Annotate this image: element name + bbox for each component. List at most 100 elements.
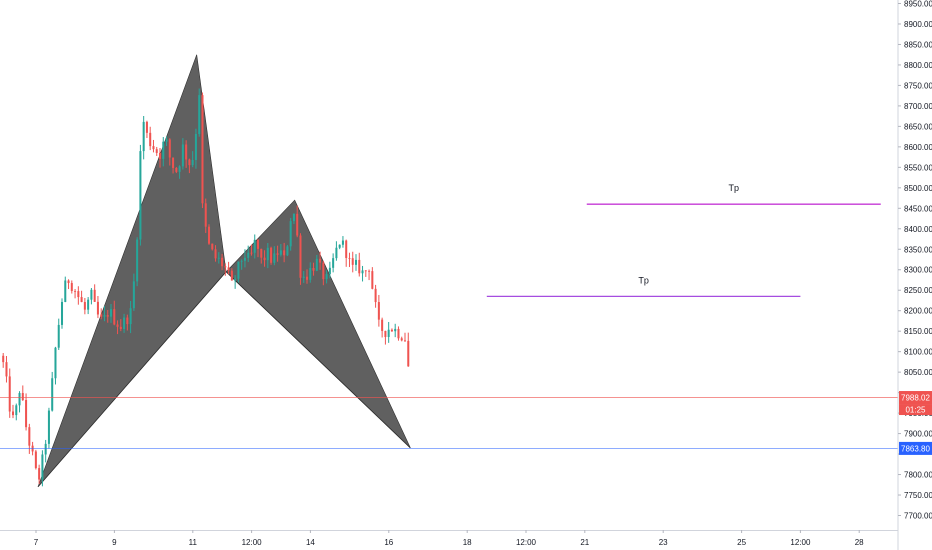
candle-body: [57, 324, 60, 348]
candle-body: [18, 393, 21, 406]
x-tick-label: 11: [189, 538, 198, 547]
candle-body: [260, 248, 263, 258]
candle-body: [221, 257, 224, 267]
y-tick-label: 8250.00: [904, 286, 932, 295]
candle-body: [332, 258, 335, 268]
y-tick-label: 8600.00: [904, 143, 932, 152]
candle-body: [41, 454, 44, 480]
candle-body: [207, 226, 211, 244]
candle-body: [240, 260, 243, 262]
candle-body: [394, 328, 397, 332]
candle-body: [162, 141, 165, 159]
candle-body: [67, 280, 70, 284]
y-tick-label: 8750.00: [904, 81, 932, 90]
y-tick-label: 8500.00: [904, 184, 932, 193]
y-tick-label: 8550.00: [904, 163, 932, 172]
candle-body: [191, 159, 194, 166]
candle-body: [21, 393, 24, 401]
candle-body: [289, 221, 292, 247]
candle-body: [60, 301, 64, 325]
candle-body: [322, 262, 325, 280]
candle-body: [28, 427, 31, 446]
candle-body: [214, 249, 217, 259]
pattern-leg-bd: [225, 271, 411, 449]
candle-body: [273, 253, 276, 263]
candle-body: [296, 213, 299, 236]
y-tick-label: 8400.00: [904, 225, 932, 234]
candle-body: [139, 151, 142, 240]
candle-body: [119, 326, 122, 330]
candle-body: [377, 302, 380, 320]
candle-body: [2, 355, 5, 363]
y-tick-label: 7750.00: [904, 491, 932, 500]
candle-body: [276, 253, 279, 255]
candle-body: [158, 152, 162, 159]
candle-body: [11, 411, 15, 416]
tp-label: Tp: [729, 183, 740, 193]
x-tick-label: 12:00: [790, 538, 811, 547]
candle-body: [361, 270, 364, 274]
candle-body: [341, 240, 344, 245]
countdown-value: 01:25: [905, 406, 926, 415]
candle-body: [224, 266, 227, 268]
candle-body: [243, 257, 246, 261]
candle-body: [185, 144, 188, 160]
candle-body: [309, 267, 312, 280]
candle-body: [270, 247, 273, 263]
candle-body: [338, 244, 341, 248]
support-price-badge: [899, 441, 932, 455]
x-tick-label: 23: [659, 538, 668, 547]
candle-body: [403, 340, 407, 342]
candle-body: [136, 239, 139, 282]
candle-body: [279, 250, 282, 255]
candle-body: [256, 239, 260, 249]
candle-body: [168, 139, 171, 158]
candle-body: [142, 121, 145, 152]
y-tick-label: 8350.00: [904, 245, 932, 254]
candle-body: [145, 121, 148, 133]
candle-body: [390, 329, 393, 332]
candle-body: [198, 95, 201, 134]
candle-body: [263, 257, 266, 261]
candle-body: [237, 261, 240, 279]
candle-body: [234, 278, 237, 281]
candle-body: [387, 329, 390, 337]
candle-body: [129, 308, 132, 325]
candle-body: [90, 289, 93, 300]
candle-body: [211, 243, 214, 250]
candle-body: [283, 250, 286, 256]
candle-body: [165, 139, 168, 142]
candle-body: [407, 340, 410, 367]
candle-body: [74, 291, 77, 292]
candle-body: [319, 258, 322, 263]
candle-body: [116, 324, 119, 327]
candle-body: [201, 95, 204, 204]
candle-body: [64, 280, 67, 302]
candle-body: [47, 410, 50, 444]
candle-body: [374, 288, 377, 303]
candle-body: [126, 317, 129, 325]
candle-body: [80, 297, 83, 303]
candle-body: [87, 299, 90, 310]
y-tick-label: 8800.00: [904, 61, 932, 70]
candle-body: [397, 328, 400, 339]
candle-body: [178, 166, 181, 172]
candle-body: [8, 376, 11, 412]
candle-body: [194, 133, 197, 160]
y-tick-label: 8650.00: [904, 122, 932, 131]
x-tick-label: 25: [737, 538, 746, 547]
x-tick-label: 12:00: [242, 538, 263, 547]
y-tick-label: 8450.00: [904, 204, 932, 213]
x-tick-label: 28: [855, 538, 864, 547]
candle-body: [152, 146, 155, 150]
x-tick-label: 18: [463, 538, 472, 547]
candle-body: [266, 247, 269, 261]
y-tick-label: 7700.00: [904, 512, 932, 521]
y-tick-label: 8050.00: [904, 368, 932, 377]
candle-body: [348, 257, 351, 259]
candle-body: [217, 257, 220, 259]
candle-body: [381, 319, 384, 331]
candle-body: [299, 235, 302, 278]
candle-body: [315, 258, 318, 271]
